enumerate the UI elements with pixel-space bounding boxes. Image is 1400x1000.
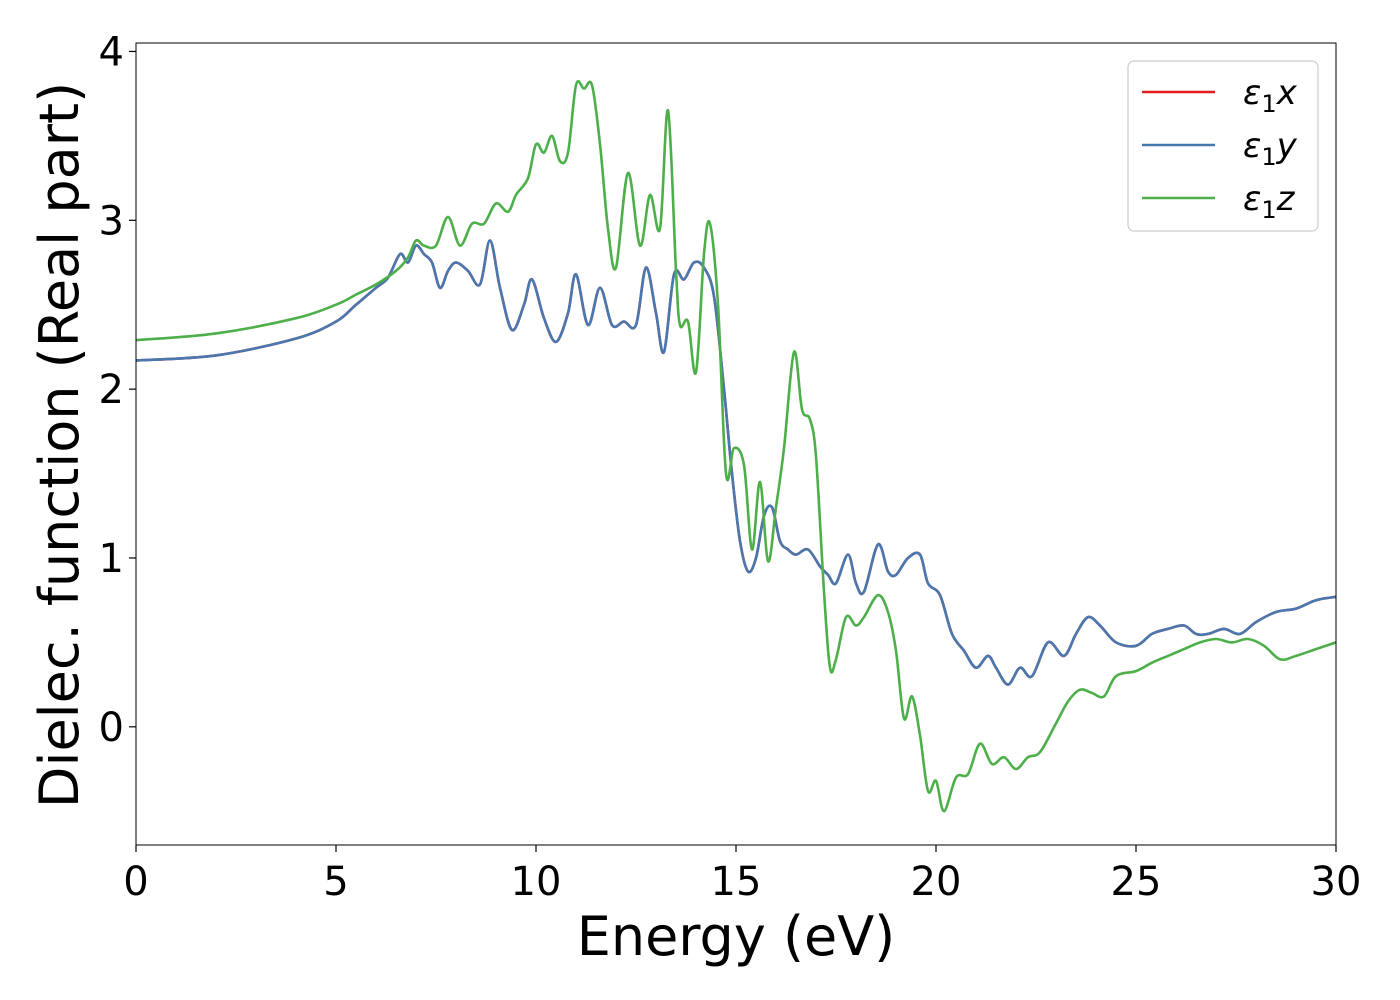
- series-line-z: [135, 79, 1337, 813]
- x-axis-ticks: 0 5 10 15 20 25 30: [123, 845, 1361, 905]
- x-tick-label: 20: [911, 859, 962, 905]
- y-tick-label: 1: [99, 536, 124, 582]
- plot-area-frame: [135, 42, 1337, 846]
- y-tick-label: 4: [99, 29, 124, 75]
- x-tick-label: 30: [1311, 859, 1362, 905]
- x-tick-label: 10: [511, 859, 562, 905]
- x-tick-label: 0: [123, 859, 148, 905]
- legend: ε1x ε1y ε1z: [1127, 60, 1319, 232]
- x-axis-title: Energy (eV): [577, 905, 896, 968]
- x-tick-label: 15: [711, 859, 762, 905]
- legend-entries: ε1x ε1y ε1z: [1142, 73, 1298, 224]
- x-tick-label: 25: [1111, 859, 1162, 905]
- y-tick-label: 0: [99, 705, 124, 751]
- legend-box: [1127, 60, 1319, 232]
- legend-label-y: ε1y: [1243, 126, 1298, 171]
- series-layer: [135, 79, 1337, 813]
- y-tick-label: 3: [99, 198, 124, 244]
- y-tick-label: 2: [99, 367, 124, 413]
- y-axis-ticks: 0 1 2 3 4: [99, 29, 136, 751]
- legend-label-z: ε1z: [1243, 179, 1296, 224]
- y-axis-title: Dielec. function (Real part): [28, 82, 91, 808]
- legend-label-x: ε1x: [1243, 73, 1298, 118]
- x-tick-label: 5: [323, 859, 348, 905]
